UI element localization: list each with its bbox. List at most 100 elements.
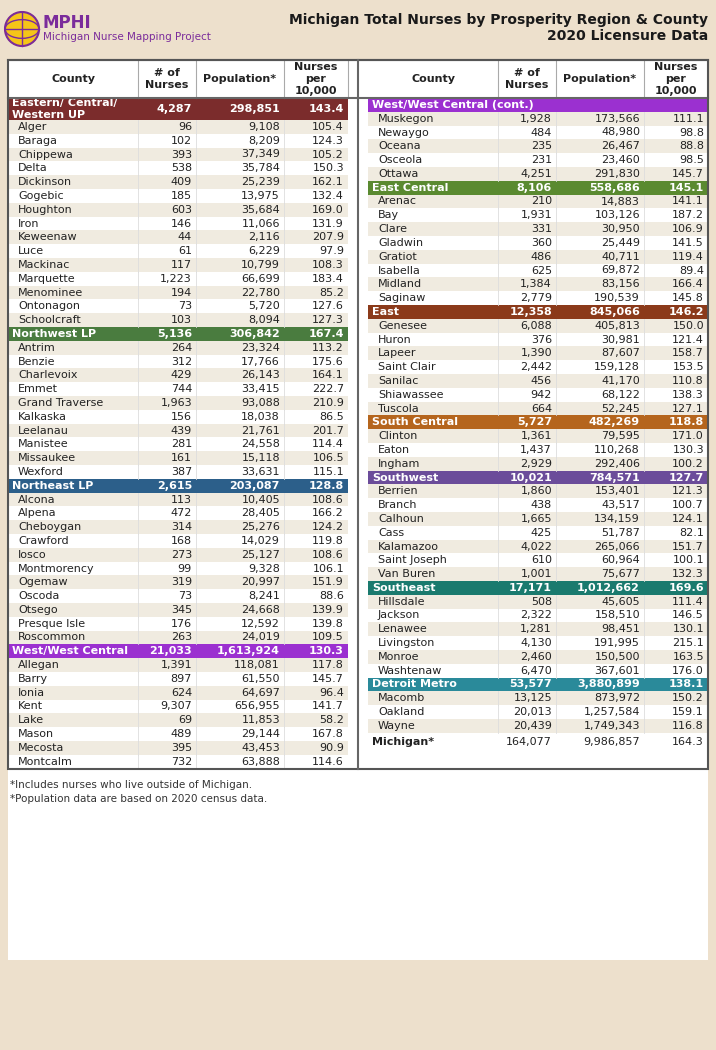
Text: 1,613,924: 1,613,924 [217, 647, 280, 656]
Text: 153.5: 153.5 [672, 362, 704, 372]
Text: 41,170: 41,170 [601, 376, 640, 386]
Text: 8,241: 8,241 [248, 591, 280, 601]
Bar [368, 719, 708, 733]
Bar [8, 616, 348, 631]
Text: County: County [51, 74, 95, 84]
Text: # of
Nurses: # of Nurses [145, 68, 189, 90]
Bar [8, 713, 348, 728]
Text: Washtenaw: Washtenaw [378, 666, 442, 676]
Text: 124.1: 124.1 [672, 513, 704, 524]
Text: 185: 185 [171, 191, 192, 201]
Text: 1,665: 1,665 [521, 513, 552, 524]
Text: 108.6: 108.6 [312, 550, 344, 560]
Text: 114.6: 114.6 [312, 757, 344, 766]
Text: 69,872: 69,872 [601, 266, 640, 275]
Text: Mecosta: Mecosta [18, 743, 64, 753]
Text: Clinton: Clinton [378, 432, 417, 441]
Text: 82.1: 82.1 [679, 528, 704, 538]
Text: 114.4: 114.4 [312, 439, 344, 449]
Text: Montmorency: Montmorency [18, 564, 95, 573]
Text: 150,500: 150,500 [594, 652, 640, 662]
Text: 73: 73 [178, 591, 192, 601]
Text: 96: 96 [178, 122, 192, 132]
Text: 17,171: 17,171 [509, 583, 552, 593]
Text: 1,437: 1,437 [521, 445, 552, 455]
Bar [8, 189, 348, 203]
Text: 138.3: 138.3 [672, 390, 704, 400]
Text: 25,449: 25,449 [601, 238, 640, 248]
Text: 26,467: 26,467 [601, 142, 640, 151]
Text: Kalamazoo: Kalamazoo [378, 542, 439, 551]
Text: 106.1: 106.1 [312, 564, 344, 573]
Text: 28,405: 28,405 [241, 508, 280, 519]
Bar [8, 162, 348, 175]
Bar [368, 360, 708, 374]
Bar [368, 581, 708, 594]
Text: 134,159: 134,159 [594, 513, 640, 524]
Text: Ogemaw: Ogemaw [18, 578, 67, 587]
Text: 8,209: 8,209 [248, 135, 280, 146]
Text: 44: 44 [178, 232, 192, 243]
Text: *Includes nurses who live outside of Michigan.: *Includes nurses who live outside of Mic… [10, 779, 252, 790]
Text: County: County [411, 74, 455, 84]
Bar [8, 60, 708, 769]
Bar [368, 319, 708, 333]
Bar [368, 304, 708, 319]
Text: 117.8: 117.8 [312, 660, 344, 670]
Text: Montcalm: Montcalm [18, 757, 73, 766]
Text: Cheboygan: Cheboygan [18, 522, 81, 532]
Text: 26,143: 26,143 [241, 371, 280, 380]
Text: 409: 409 [170, 177, 192, 187]
Text: Menominee: Menominee [18, 288, 83, 297]
Text: 161: 161 [171, 454, 192, 463]
Text: 18,038: 18,038 [241, 412, 280, 422]
Text: Shiawassee: Shiawassee [378, 390, 443, 400]
Text: Bay: Bay [378, 210, 399, 220]
Text: 21,033: 21,033 [150, 647, 192, 656]
Text: 146.5: 146.5 [672, 610, 704, 621]
Bar [368, 594, 708, 609]
Text: 360: 360 [531, 238, 552, 248]
Bar [8, 506, 348, 520]
Text: Iron: Iron [18, 218, 39, 229]
Bar [368, 484, 708, 498]
Text: 873,972: 873,972 [594, 693, 640, 704]
Text: 12,358: 12,358 [509, 307, 552, 317]
Text: 20,013: 20,013 [513, 707, 552, 717]
Bar [368, 526, 708, 540]
Text: 60,964: 60,964 [601, 555, 640, 565]
Text: 10,799: 10,799 [241, 260, 280, 270]
Text: 24,019: 24,019 [241, 632, 280, 643]
Text: 1,963: 1,963 [160, 398, 192, 407]
Text: 603: 603 [171, 205, 192, 214]
Text: 83,156: 83,156 [601, 279, 640, 290]
Text: Muskegon: Muskegon [378, 113, 435, 124]
Text: 150.0: 150.0 [672, 320, 704, 331]
Text: East: East [372, 307, 399, 317]
Text: 176.0: 176.0 [672, 666, 704, 676]
Text: Grand Traverse: Grand Traverse [18, 398, 103, 407]
Text: 130.3: 130.3 [309, 647, 344, 656]
Text: 2,322: 2,322 [520, 610, 552, 621]
Text: 113: 113 [171, 495, 192, 504]
Text: 9,328: 9,328 [248, 564, 280, 573]
Text: 845,066: 845,066 [589, 307, 640, 317]
Text: 139.8: 139.8 [312, 618, 344, 629]
Bar [368, 181, 708, 194]
Bar [8, 175, 348, 189]
Text: 29,144: 29,144 [241, 729, 280, 739]
Text: Mason: Mason [18, 729, 54, 739]
Text: 10,021: 10,021 [509, 472, 552, 483]
Bar [8, 382, 348, 396]
Bar [368, 346, 708, 360]
Text: 110.8: 110.8 [672, 376, 704, 386]
Bar [368, 401, 708, 416]
Text: 45,605: 45,605 [601, 596, 640, 607]
Text: Clare: Clare [378, 224, 407, 234]
Text: 169.0: 169.0 [312, 205, 344, 214]
Bar [8, 299, 348, 313]
Bar [368, 208, 708, 223]
Text: Ontonagon: Ontonagon [18, 301, 80, 311]
Text: Houghton: Houghton [18, 205, 73, 214]
Text: 1,257,584: 1,257,584 [584, 707, 640, 717]
